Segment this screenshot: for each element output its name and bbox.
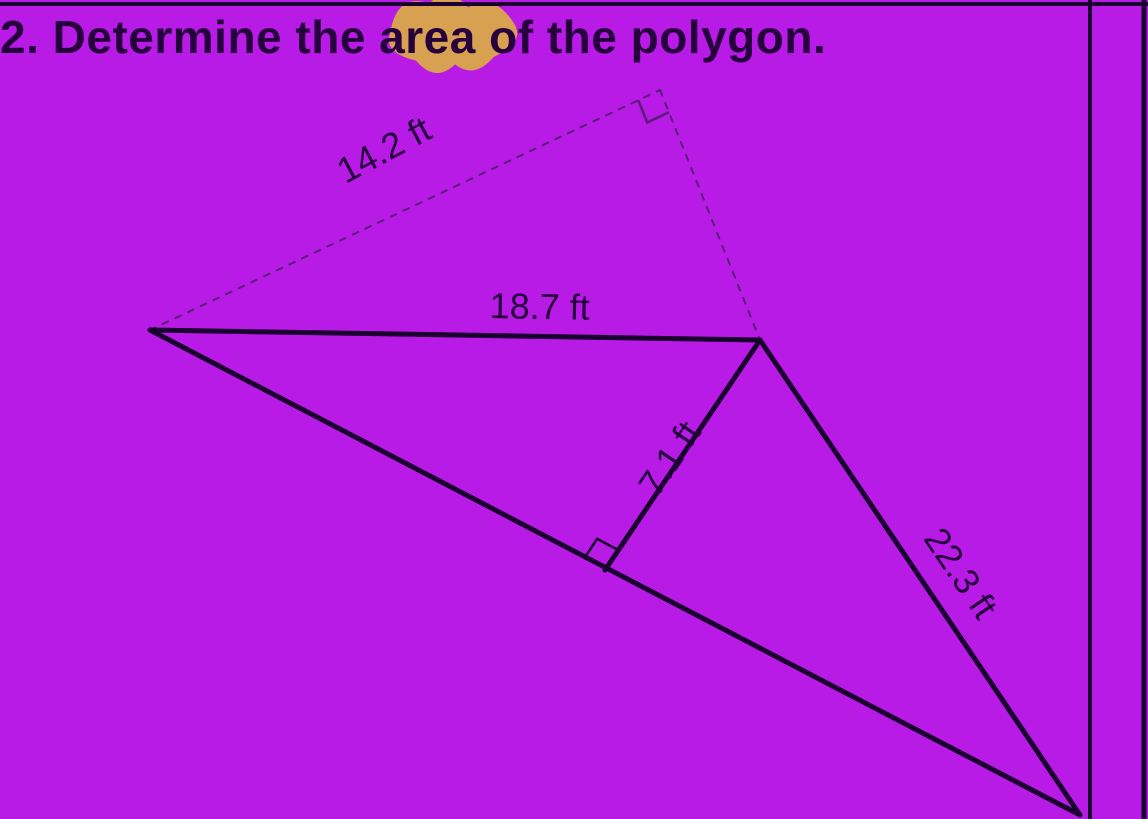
diagram-svg (0, 0, 1148, 819)
question-body: Determine the area of the polygon. (53, 11, 827, 63)
viewport: 2. Determine the area of the polygon. 14… (0, 0, 1148, 819)
question-text: 2. Determine the area of the polygon. (0, 10, 826, 64)
question-number: 2. (0, 11, 39, 63)
label-18-7ft: 18.7 ft (489, 285, 590, 329)
background (0, 0, 1148, 819)
